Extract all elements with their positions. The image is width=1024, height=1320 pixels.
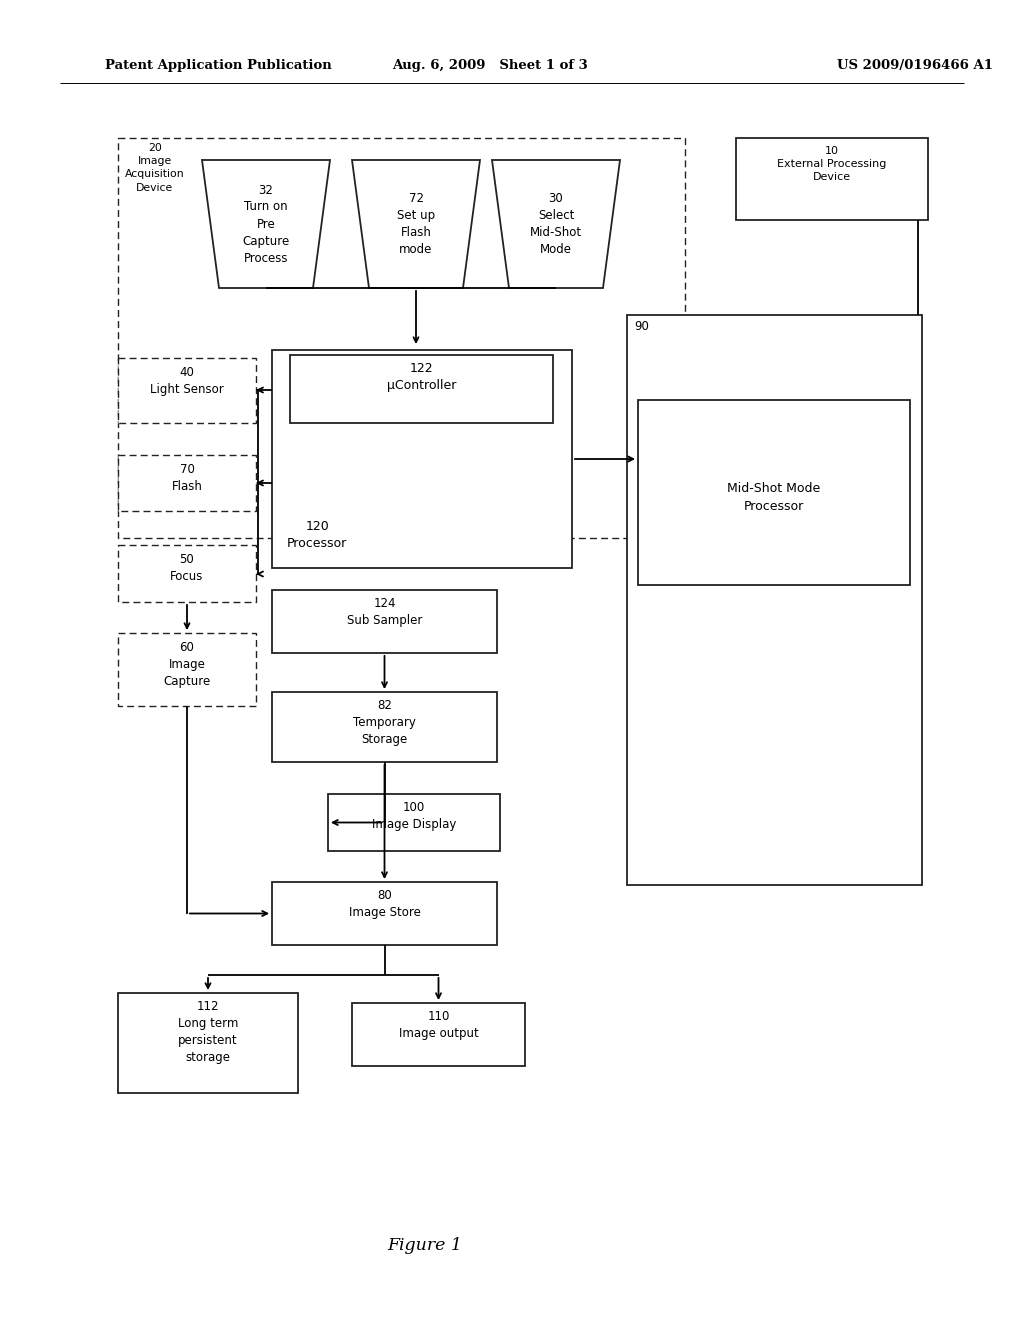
Text: 50
Focus: 50 Focus [170,553,204,583]
Text: 124
Sub Sampler: 124 Sub Sampler [347,597,422,627]
Bar [272,350,572,568]
Text: 100
Image Display: 100 Image Display [372,801,456,832]
Polygon shape [202,160,330,288]
Text: Figure 1: Figure 1 [387,1237,463,1254]
Bar [328,795,500,851]
Bar [352,1003,525,1067]
Text: 70
Flash: 70 Flash [172,463,203,492]
Text: 30
Select
Mid-Shot
Mode: 30 Select Mid-Shot Mode [530,191,582,256]
Bar [118,545,256,602]
Text: 20
Image
Acquisition
Device: 20 Image Acquisition Device [125,143,184,193]
Bar [627,315,922,884]
Text: 40
Light Sensor: 40 Light Sensor [151,366,224,396]
Text: 110
Image output: 110 Image output [398,1010,478,1040]
Text: 112
Long term
persistent
storage: 112 Long term persistent storage [178,1001,239,1064]
Bar [118,993,298,1093]
Text: 122
μController: 122 μController [387,362,456,392]
Bar [272,882,497,945]
Text: Aug. 6, 2009   Sheet 1 of 3: Aug. 6, 2009 Sheet 1 of 3 [392,58,588,71]
Text: 82
Temporary
Storage: 82 Temporary Storage [353,700,416,746]
Text: 60
Image
Capture: 60 Image Capture [164,642,211,688]
Text: Mid-Shot Mode
Processor: Mid-Shot Mode Processor [727,483,820,512]
Bar [638,400,910,585]
Polygon shape [352,160,480,288]
Bar [118,139,685,539]
Bar [272,692,497,762]
Text: 72
Set up
Flash
mode: 72 Set up Flash mode [397,191,435,256]
Text: 120
Processor: 120 Processor [287,520,347,550]
Bar [736,139,928,220]
Polygon shape [492,160,620,288]
Bar [118,455,256,511]
Text: 10
External Processing
Device: 10 External Processing Device [777,147,887,182]
Bar [290,355,553,422]
Bar [118,634,256,706]
Bar [272,590,497,653]
Text: US 2009/0196466 A1: US 2009/0196466 A1 [837,58,993,71]
Text: 90: 90 [634,319,649,333]
Text: 80
Image Store: 80 Image Store [348,888,421,919]
Text: 32
Turn on
Pre
Capture
Process: 32 Turn on Pre Capture Process [243,183,290,264]
Bar [118,358,256,422]
Text: Patent Application Publication: Patent Application Publication [105,58,332,71]
